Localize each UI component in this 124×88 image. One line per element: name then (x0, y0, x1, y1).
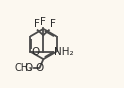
Text: CH₃: CH₃ (15, 63, 33, 73)
Text: F: F (50, 20, 55, 29)
Text: NH₂: NH₂ (54, 47, 73, 57)
Text: F: F (40, 17, 46, 27)
Text: F: F (34, 20, 40, 29)
Text: O: O (31, 47, 39, 57)
Text: O: O (35, 63, 44, 73)
Text: O: O (25, 63, 33, 73)
